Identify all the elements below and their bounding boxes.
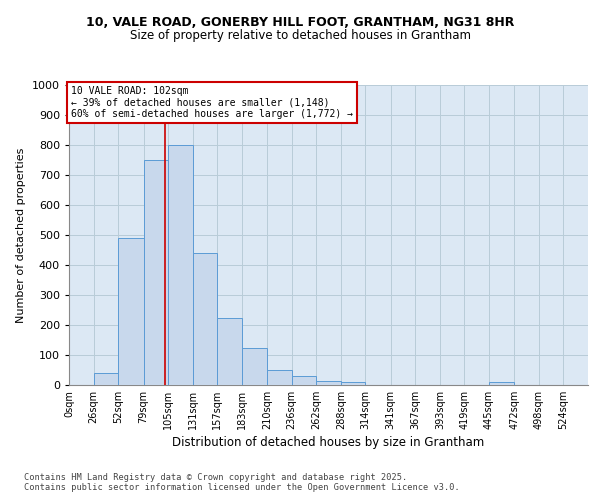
Bar bbox=[341, 382, 365, 385]
Text: 10, VALE ROAD, GONERBY HILL FOOT, GRANTHAM, NG31 8HR: 10, VALE ROAD, GONERBY HILL FOOT, GRANTH… bbox=[86, 16, 514, 29]
Bar bbox=[316, 380, 341, 385]
Text: 10 VALE ROAD: 102sqm
← 39% of detached houses are smaller (1,148)
60% of semi-de: 10 VALE ROAD: 102sqm ← 39% of detached h… bbox=[71, 86, 353, 119]
X-axis label: Distribution of detached houses by size in Grantham: Distribution of detached houses by size … bbox=[172, 436, 485, 449]
Bar bbox=[292, 376, 316, 385]
Text: Size of property relative to detached houses in Grantham: Size of property relative to detached ho… bbox=[130, 28, 470, 42]
Bar bbox=[489, 382, 514, 385]
Bar bbox=[94, 373, 118, 385]
Bar bbox=[242, 348, 267, 385]
Bar bbox=[143, 160, 168, 385]
Y-axis label: Number of detached properties: Number of detached properties bbox=[16, 148, 26, 322]
Text: Contains HM Land Registry data © Crown copyright and database right 2025.
Contai: Contains HM Land Registry data © Crown c… bbox=[24, 472, 460, 492]
Bar bbox=[267, 370, 292, 385]
Bar bbox=[168, 145, 193, 385]
Bar bbox=[217, 318, 242, 385]
Bar bbox=[118, 238, 143, 385]
Bar bbox=[193, 253, 217, 385]
